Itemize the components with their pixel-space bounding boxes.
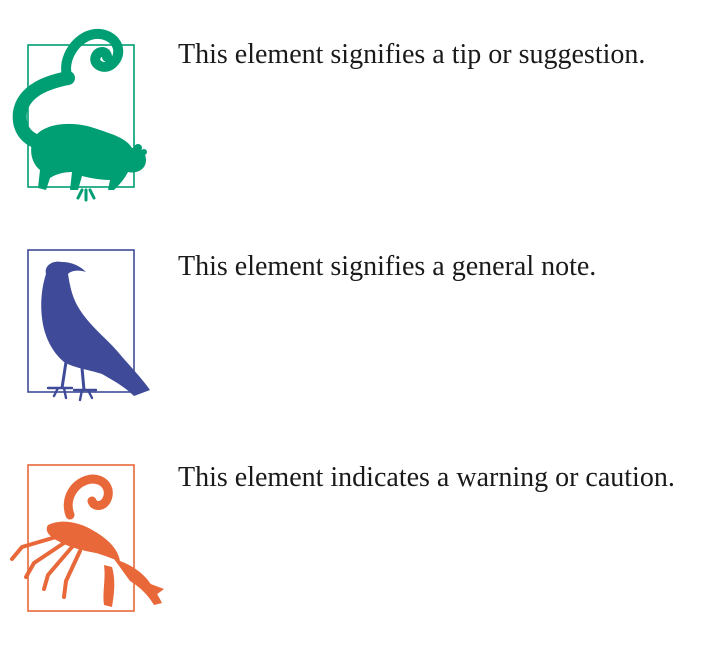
crow-icon: [8, 240, 168, 430]
lemur-icon: [8, 20, 168, 210]
scorpion-icon: [8, 455, 168, 645]
tip-callout: This element signifies a tip or suggesti…: [0, 20, 728, 220]
warning-text: This element indicates a warning or caut…: [178, 462, 675, 493]
warning-callout: This element indicates a warning or caut…: [0, 455, 728, 655]
note-text: This element signifies a general note.: [178, 251, 597, 282]
note-callout: This element signifies a general note.: [0, 240, 728, 440]
tip-text: This element signifies a tip or suggesti…: [178, 39, 646, 70]
